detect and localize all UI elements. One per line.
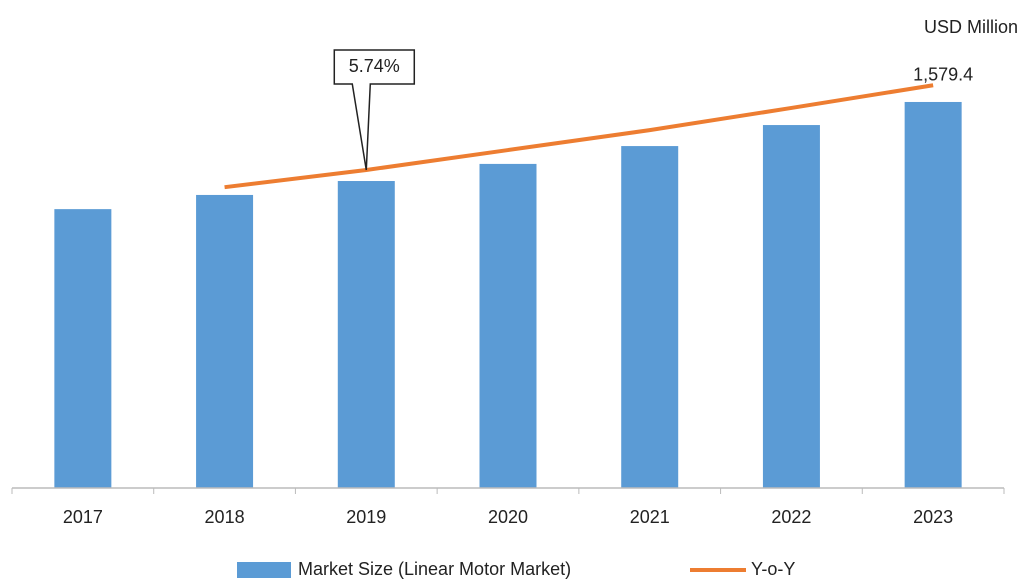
bar: [196, 194, 254, 488]
line: [224, 83, 934, 190]
callout: [333, 49, 416, 171]
x-tick-label: 2023: [913, 507, 953, 527]
value-label: 1,579.4: [913, 65, 973, 85]
x-tick-label: 2019: [346, 507, 386, 527]
legend-label: Market Size (Linear Motor Market): [298, 559, 571, 579]
x-tick-label: 2017: [63, 507, 103, 527]
value-label: 5.74%: [349, 56, 400, 76]
legend-swatch: [237, 562, 291, 578]
x-tick-label: 2018: [205, 507, 245, 527]
x-tick-label: 2022: [771, 507, 811, 527]
bar: [479, 163, 537, 488]
bar: [54, 209, 112, 489]
bar: [621, 146, 679, 489]
x-tick-label: 2020: [488, 507, 528, 527]
unit-annotation: USD Million: [924, 17, 1018, 37]
bar: [337, 181, 395, 488]
legend-label: Y-o-Y: [751, 559, 795, 579]
x-tick-label: 2021: [630, 507, 670, 527]
bar: [904, 101, 962, 488]
bar: [762, 125, 820, 489]
